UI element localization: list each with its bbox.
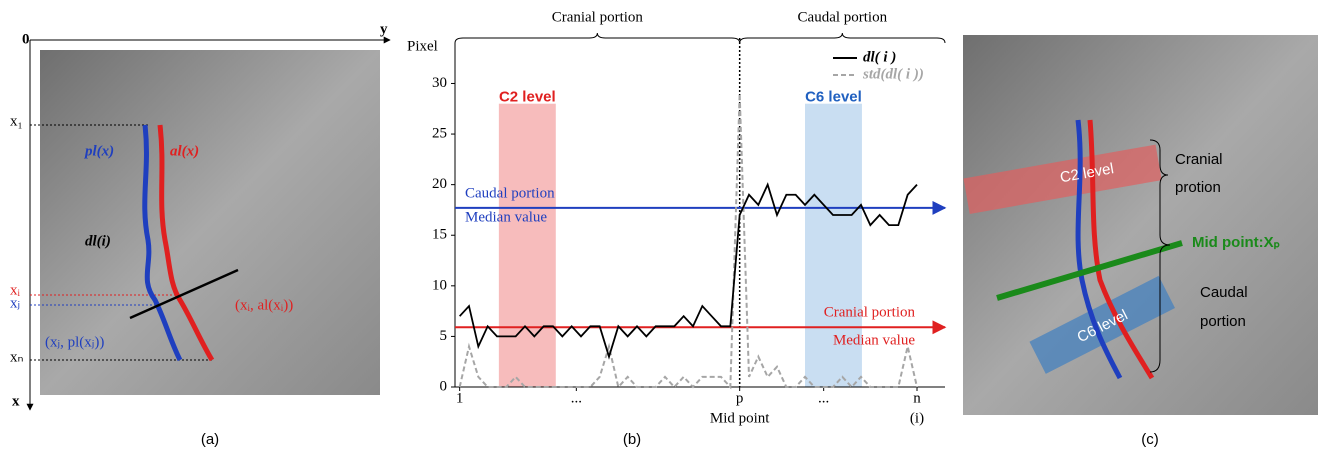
x-tick-label: ... [571,390,582,406]
panel-c: C2 level C6 level Cranial protion Mid po… [963,35,1318,448]
legend-label: std(dl( i )) [862,66,924,82]
x-tick-label: n [913,390,921,406]
x-tick-label: ... [818,390,829,406]
tick-x1: x₁ [10,113,23,129]
x-annotation: Mid point [710,410,770,426]
figure: 0 y x x₁ xᵢ xⱼ xₙ pl(x) al(x) dl(i) (xᵢ,… [0,0,1342,459]
x-annotation: (i) [910,410,924,426]
x-axis-label: x [12,393,20,409]
y-tick-label: 5 [440,328,448,344]
cranial-label: Cranial [1175,151,1223,168]
legend-label: dl( i ) [863,49,896,65]
y-tick-label: 0 [440,378,448,394]
y-axis-label: y [380,21,388,37]
tick-xn: xₙ [10,349,24,365]
caudal-label: Caudal [1200,284,1248,301]
y-axis-label: Pixel [407,38,438,54]
tick-xj: xⱼ [10,295,20,311]
y-tick-label: 25 [432,125,447,141]
portion-label: Cranial portion [552,9,644,25]
origin-label: 0 [22,31,30,47]
caption-c: (c) [1141,431,1159,448]
panel-a: 0 y x x₁ xᵢ xⱼ xₙ pl(x) al(x) dl(i) (xᵢ,… [10,21,390,448]
y-tick-label: 20 [432,176,447,192]
median-label: Median value [465,209,547,225]
level-band [499,104,556,387]
portion-label: Caudal portion [798,9,888,25]
panel-b: C2 level C6 level Pixel 0 5 10 15 20 25 30 1... p..… [407,9,945,448]
x-tick-label: 1 [456,390,464,406]
median-label: Caudal portion [465,185,555,201]
portion-brace [740,33,945,43]
caption-a: (a) [201,431,219,448]
caption-b: (b) [623,431,641,448]
pl-label: pl(x) [83,143,114,159]
al-label: al(x) [170,143,199,159]
dl-label: dl(i) [85,233,111,249]
median-label: Cranial portion [824,305,916,321]
y-tick-label: 15 [432,227,447,243]
cranial-label: protion [1175,179,1221,196]
al-point-label: (xᵢ, al(xᵢ)) [235,297,293,313]
y-tick-label: 30 [432,75,447,91]
caudal-label: portion [1200,313,1246,330]
portion-brace [455,33,740,43]
mid-label: Mid point:Xₚ [1192,234,1280,251]
band-label: C2 level [499,89,556,106]
median-label: Median value [833,333,915,349]
pl-point-label: (xⱼ, pl(xⱼ)) [45,334,104,350]
x-tick-label: p [736,390,744,406]
band-label: C6 level [805,89,862,106]
y-tick-label: 10 [432,277,447,293]
